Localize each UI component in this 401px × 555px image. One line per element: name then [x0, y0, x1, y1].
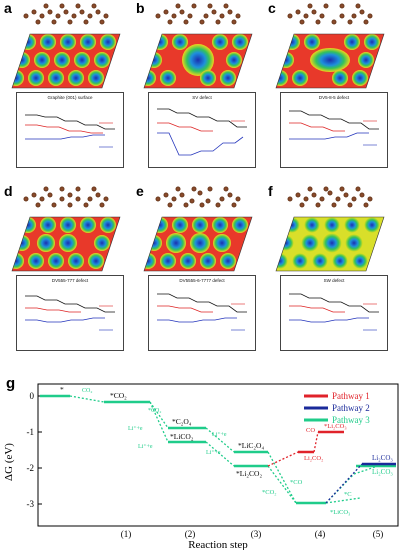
annotation: *Li₂CO₂: [236, 469, 262, 478]
y-tick-label: -2: [27, 463, 35, 473]
panel-label: f: [268, 183, 273, 199]
energy-profile: DV5-8-5 defect: [280, 92, 388, 168]
annotation: CO₂: [82, 388, 92, 394]
energy-profile: Graphite (001) surface: [16, 92, 124, 168]
energy-title: Graphite (001) surface: [47, 95, 93, 100]
legend-label: Pathway 3: [332, 415, 370, 425]
energy-profile: DV5555-6-7777 defect: [148, 275, 256, 351]
annotation: Li₂CO₂: [304, 455, 323, 462]
free-energy-diagram: g 0 -1 -2 -3 ΔG (eV) (1) (2) (3) (4) (5)…: [3, 375, 399, 551]
annotation: *CO₂: [262, 489, 277, 496]
annotation: Li⁺+e: [206, 449, 221, 456]
panel-g: g 0 -1 -2 -3 ΔG (eV) (1) (2) (3) (4) (5)…: [0, 370, 401, 551]
molecule-graphic: [155, 186, 241, 208]
x-tick-label: (2): [185, 529, 196, 539]
annotation: *LiCO₂: [170, 432, 194, 441]
plot-frame: [37, 383, 399, 527]
charge-density-map: [275, 216, 385, 272]
molecule-graphic: [23, 3, 109, 25]
molecule-graphic: [155, 3, 241, 25]
charge-density-map: [143, 33, 253, 89]
energy-lines: [25, 295, 115, 331]
energy-lines: [25, 114, 115, 148]
energy-title: DV5-8-5 defect: [318, 95, 350, 100]
panel-label: a: [4, 0, 12, 16]
energy-title: SV defect: [192, 95, 212, 100]
annotation: *CO₂: [110, 391, 127, 400]
x-tick-label: (5): [373, 529, 384, 539]
x-axis-label: Reaction step: [188, 539, 248, 550]
pathway-2-lines: [325, 463, 363, 504]
energy-profile: DV555-777 defect: [16, 275, 124, 351]
panel-b: b SV defect: [136, 0, 256, 175]
energy-title: SW defect: [323, 278, 345, 283]
legend-label: Pathway 1: [332, 391, 370, 401]
panel-label: b: [136, 0, 145, 16]
x-tick-label: (4): [315, 529, 326, 539]
charge-density-map: [11, 216, 121, 272]
x-tick-label: (3): [251, 529, 262, 539]
annotation: Li₂CO₃: [372, 454, 393, 462]
annotation: Li⁺+e: [212, 431, 227, 438]
annotation: *CO₂: [148, 408, 161, 414]
panel-a: a Gr: [4, 0, 124, 175]
y-tick-label: -3: [27, 499, 35, 509]
y-axis-label: ΔG (eV): [3, 443, 15, 481]
annotation: *LiCO₃: [330, 509, 350, 516]
molecule-graphic: [287, 186, 373, 208]
energy-profile: SW defect: [280, 275, 388, 351]
energy-title: DV5555-6-7777 defect: [179, 278, 225, 283]
annotation: Li⁺+e: [128, 425, 143, 432]
energy-lines: [157, 108, 247, 156]
annotation: CO: [306, 427, 315, 434]
panel-label: c: [268, 0, 276, 16]
charge-density-map: [143, 216, 253, 272]
annotation: *CO: [290, 479, 303, 486]
energy-lines: [157, 293, 247, 331]
charge-density-map: [275, 33, 385, 89]
energy-lines: [289, 110, 379, 146]
panel-label: g: [6, 375, 15, 392]
energy-title: DV555-777 defect: [51, 278, 89, 283]
x-tick-label: (1): [121, 529, 132, 539]
panel-c: c DV5-8-5 defect: [268, 0, 388, 175]
annotation: *: [60, 385, 64, 394]
y-tick-label: 0: [30, 391, 35, 401]
panel-label: e: [136, 183, 144, 199]
legend: Pathway 1 Pathway 2 Pathway 3: [304, 391, 370, 425]
panel-label: d: [4, 183, 13, 199]
panel-d: d DV555-777: [4, 183, 124, 358]
annotation: Li₂CO₃: [372, 468, 393, 476]
annotation: *Li₂CO₃: [324, 423, 347, 430]
pathway-1-lines: [298, 430, 344, 454]
y-tick-label: -1: [27, 427, 35, 437]
annotation: Li⁺+e: [138, 443, 153, 450]
panel-f: f SW defect: [268, 183, 388, 358]
legend-label: Pathway 2: [332, 403, 370, 413]
charge-density-map: [11, 33, 121, 89]
energy-lines: [289, 293, 379, 331]
annotation: *C₂O₄: [172, 417, 192, 426]
annotation: *C: [344, 491, 352, 498]
molecule-graphic: [287, 3, 373, 25]
pathway-3-lines: [40, 394, 326, 505]
panel-e: e DV5555-6-: [136, 183, 256, 358]
annotation: *LiC₂O₄: [238, 441, 264, 450]
molecule-graphic: [23, 186, 109, 208]
annotations: * CO₂ *CO₂ *CO₂ *C₂O₄ Li⁺+e Li⁺+e *LiCO₂…: [60, 385, 393, 516]
energy-profile: SV defect: [148, 92, 256, 168]
